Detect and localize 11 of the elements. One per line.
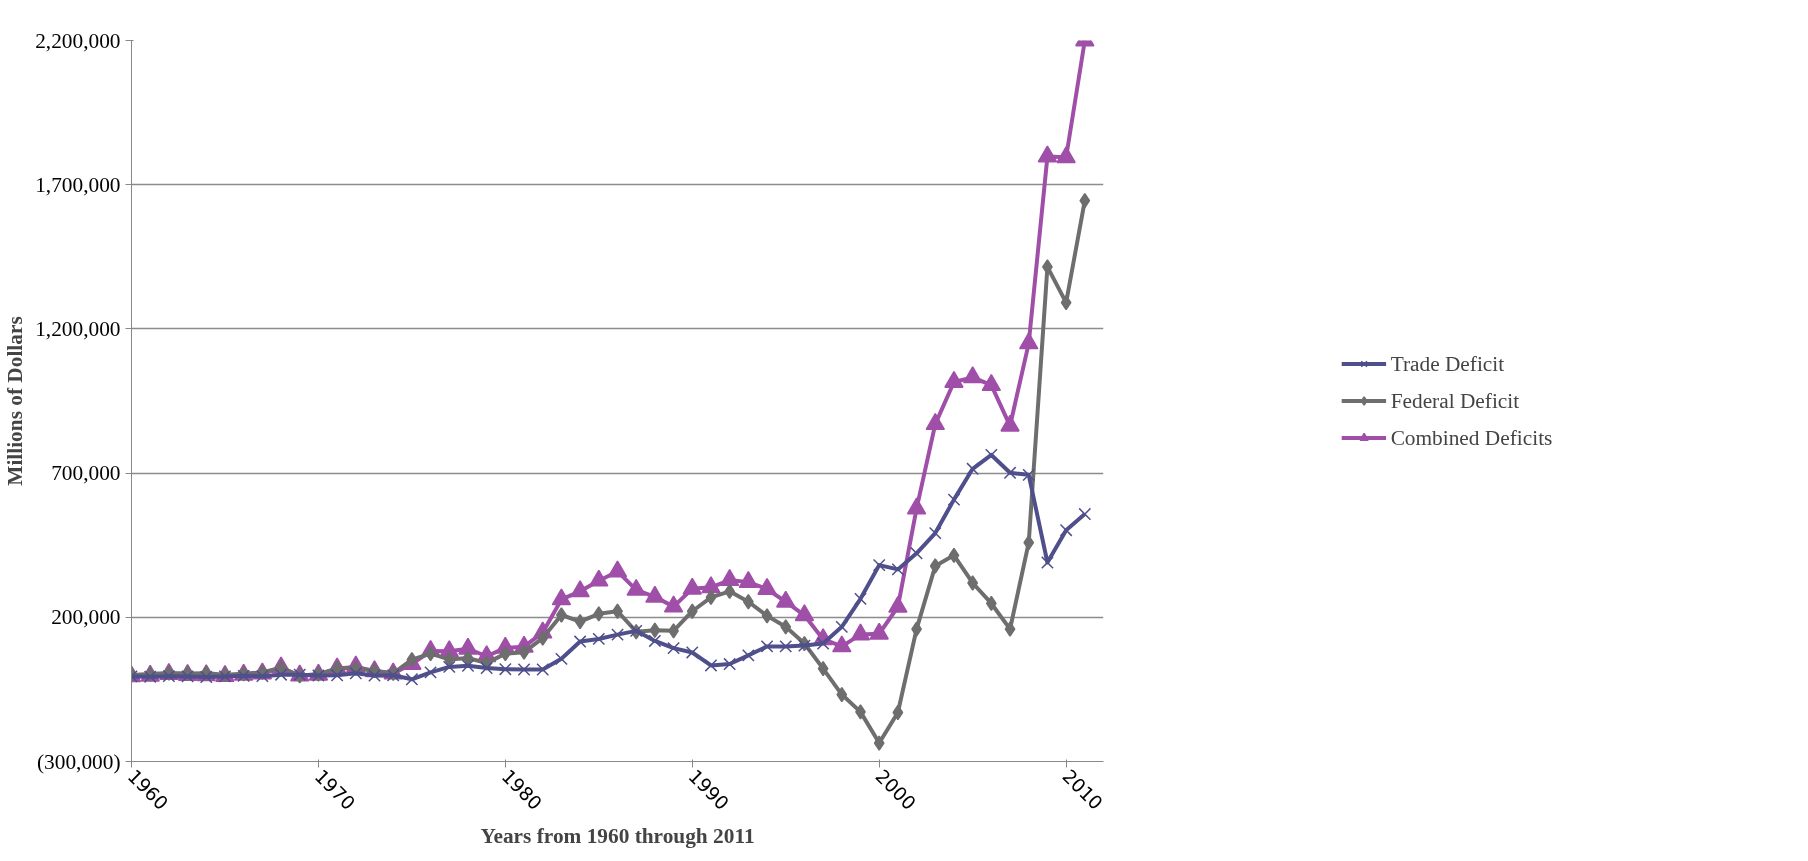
y-tick-label: (300,000) <box>36 749 121 774</box>
legend-label: Combined Deficits <box>1390 425 1553 450</box>
legend-label: Trade Deficit <box>1390 351 1505 376</box>
y-tick-label: 200,000 <box>51 605 121 630</box>
y-tick-label: 1,200,000 <box>35 316 121 341</box>
y-tick-label: 2,200,000 <box>35 28 121 53</box>
legend-label: Federal Deficit <box>1390 388 1520 413</box>
y-axis-title: Millions of Dollars <box>3 316 28 486</box>
x-axis-title: Years from 1960 through 2011 <box>480 823 755 848</box>
y-tick-label: 1,700,000 <box>35 172 121 197</box>
y-tick-label: 700,000 <box>51 461 121 486</box>
